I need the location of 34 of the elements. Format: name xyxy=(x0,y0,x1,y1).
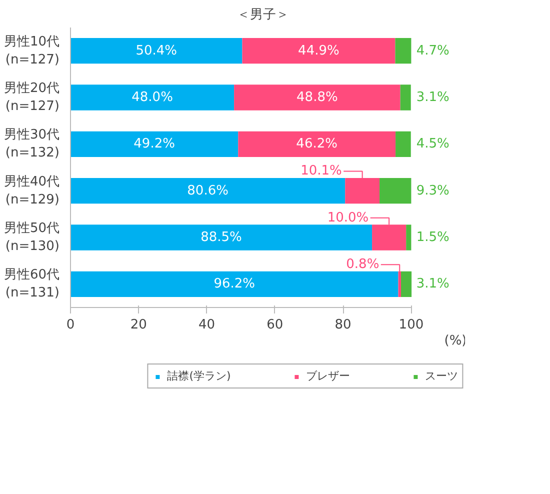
data-label: 0.8% xyxy=(346,257,380,272)
data-label: 96.2% xyxy=(214,276,256,292)
data-label: 49.2% xyxy=(134,136,175,152)
y-tick-label: 男性60代 (n=131) xyxy=(4,268,60,301)
x-tick-label: 60 xyxy=(266,318,284,332)
y-tick-label: 男性50代 (n=130) xyxy=(4,221,60,254)
legend-label: 詰襟(学ラン) xyxy=(167,368,231,384)
data-label: 1.5% xyxy=(416,230,450,245)
y-tick-label: 男性30代 (n=132) xyxy=(4,128,60,161)
data-label: 44.9% xyxy=(298,43,340,58)
y-tick-label: 男性10代 (n=127) xyxy=(4,34,60,68)
data-label: 10.0% xyxy=(327,210,369,226)
data-label: 4.5% xyxy=(416,136,450,152)
x-tick-label: 20 xyxy=(130,318,147,332)
x-tick-label: 100 xyxy=(398,318,424,332)
chart-title: ＜男子＞ xyxy=(237,8,289,22)
legend-label: ブレザー xyxy=(306,368,350,384)
data-label: 50.4% xyxy=(136,43,178,58)
data-label: 48.0% xyxy=(132,90,173,105)
data-label: 3.1% xyxy=(416,276,450,292)
y-tick-label: 男性40代 (n=129) xyxy=(4,174,60,208)
x-tick-label: 80 xyxy=(334,318,352,332)
data-label: 80.6% xyxy=(187,183,228,198)
data-label: 4.7% xyxy=(416,43,450,58)
legend-label: スーツ xyxy=(424,368,458,384)
data-label: 48.8% xyxy=(296,90,338,105)
data-label: 46.2% xyxy=(296,136,338,152)
x-tick-label: 0 xyxy=(66,318,75,332)
data-label: 88.5% xyxy=(200,230,242,245)
x-tick-label: 40 xyxy=(198,318,216,332)
data-label: 3.1% xyxy=(416,90,450,105)
data-label: 10.1% xyxy=(300,164,342,179)
data-label: 9.3% xyxy=(416,183,450,198)
y-tick-label: 男性20代 (n=127) xyxy=(4,81,60,114)
